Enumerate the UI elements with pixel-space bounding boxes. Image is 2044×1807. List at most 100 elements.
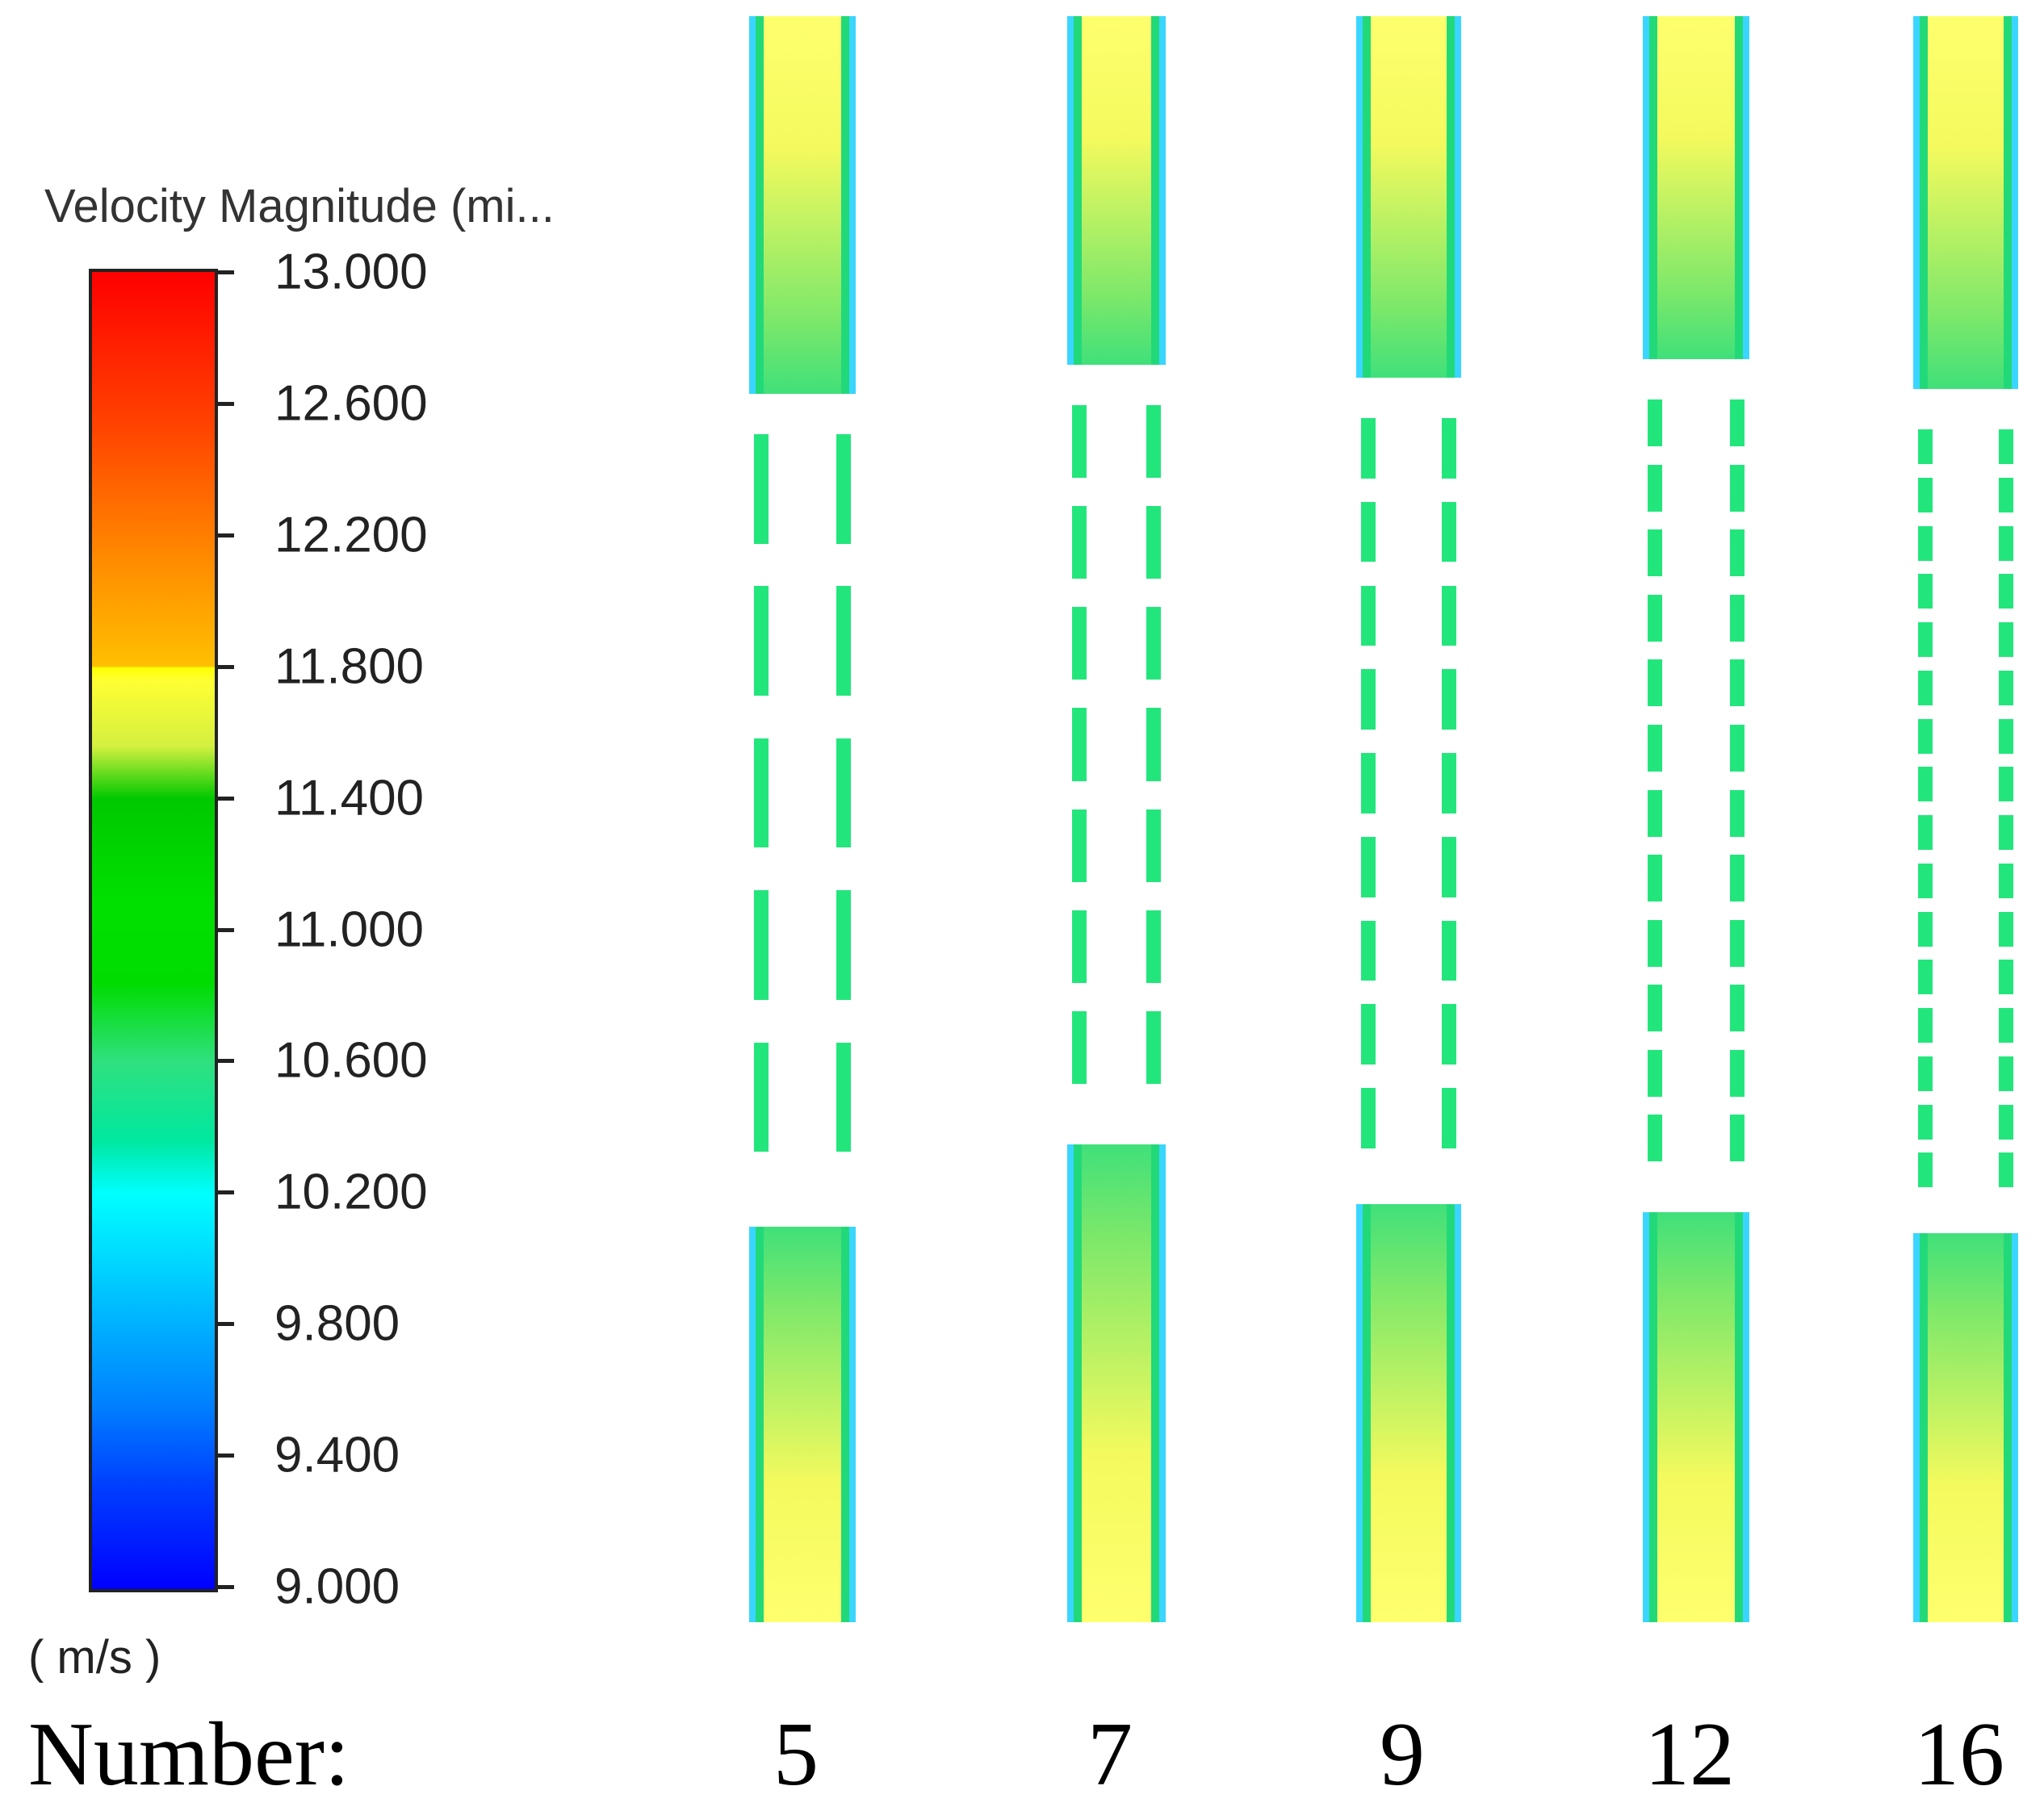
colorbar-tick-label: 12.600 — [274, 375, 428, 432]
slot-left — [1648, 1049, 1662, 1097]
slot-left — [1918, 863, 1933, 898]
slot-left — [1648, 529, 1662, 577]
slot-right — [1146, 607, 1161, 680]
slot-left — [1918, 525, 1933, 561]
slot-right — [1999, 622, 2013, 658]
slot-left — [1072, 910, 1087, 983]
channel-16 — [1913, 16, 2018, 1622]
colorbar-tick — [218, 1059, 234, 1064]
colorbar-tick-label: 9.400 — [274, 1427, 400, 1483]
slot-right — [1146, 506, 1161, 579]
slot-left — [1648, 1115, 1662, 1162]
slot-left — [1918, 670, 1933, 705]
slot-left — [1918, 815, 1933, 851]
slot-left — [1918, 574, 1933, 609]
slot-right — [1999, 525, 2013, 561]
slot-left — [754, 1042, 769, 1152]
count-label-16: 16 — [1914, 1705, 2004, 1805]
slot-right — [1146, 405, 1161, 479]
slot-right — [1146, 809, 1161, 882]
slot-left — [754, 738, 769, 848]
outlet-flow-region — [1356, 1204, 1461, 1622]
slot-right — [836, 738, 851, 848]
slot-right — [1999, 863, 2013, 898]
count-label-7: 7 — [1087, 1705, 1133, 1805]
slot-right — [1442, 1004, 1456, 1065]
slot-left — [1918, 1056, 1933, 1091]
slot-right — [1730, 789, 1745, 837]
slot-left — [1648, 399, 1662, 447]
slot-right — [1442, 585, 1456, 646]
slot-right — [1999, 815, 2013, 851]
slot-left — [1918, 622, 1933, 658]
colorbar-tick-label: 12.200 — [274, 507, 428, 563]
channel-5 — [749, 16, 856, 1622]
slot-left — [1072, 1010, 1087, 1084]
slot-right — [1730, 855, 1745, 902]
slot-right — [1999, 1104, 2013, 1140]
colorbar-tick — [218, 796, 234, 801]
slot-left — [1918, 767, 1933, 802]
slot-left — [1918, 1008, 1933, 1044]
channel-9 — [1356, 16, 1461, 1622]
slot-left — [1072, 405, 1087, 479]
colorbar-tick — [218, 1454, 234, 1458]
colorbar-tick-label: 11.400 — [274, 770, 425, 826]
slot-right — [1999, 718, 2013, 754]
colorbar-tick-label: 11.000 — [274, 901, 425, 957]
slot-right — [836, 890, 851, 1000]
slot-right — [1730, 985, 1745, 1032]
number-label: Number: — [28, 1705, 350, 1805]
inlet-flow-region — [1356, 16, 1461, 378]
slot-right — [1999, 1008, 2013, 1044]
slot-right — [1442, 669, 1456, 730]
slot-right — [1999, 429, 2013, 465]
slot-right — [1146, 910, 1161, 983]
slot-left — [1072, 809, 1087, 882]
inlet-flow-region — [749, 16, 856, 394]
slot-right — [1730, 659, 1745, 707]
slot-left — [1072, 607, 1087, 680]
colorbar-tick — [218, 1585, 234, 1589]
slot-right — [1146, 1010, 1161, 1084]
colorbar-tick — [218, 664, 234, 669]
slot-right — [1999, 1056, 2013, 1091]
slot-left — [754, 890, 769, 1000]
slot-left — [1918, 429, 1933, 465]
slot-left — [1648, 919, 1662, 967]
slot-left — [1918, 1152, 1933, 1188]
slot-left — [1648, 724, 1662, 772]
slot-right — [836, 434, 851, 544]
slot-right — [1730, 1115, 1745, 1162]
slot-left — [1072, 506, 1087, 579]
slot-left — [754, 434, 769, 544]
slot-right — [1730, 1049, 1745, 1097]
slot-right — [1146, 708, 1161, 781]
slot-right — [1730, 464, 1745, 512]
slot-right — [1442, 1088, 1456, 1148]
channel-7 — [1067, 16, 1166, 1622]
slot-left — [754, 586, 769, 696]
slot-left — [1648, 594, 1662, 642]
colorbar-tick — [218, 270, 234, 274]
slot-right — [1442, 920, 1456, 981]
colorbar — [89, 269, 218, 1592]
channel-12 — [1643, 16, 1749, 1622]
slot-left — [1918, 477, 1933, 512]
slot-right — [1999, 960, 2013, 995]
slot-right — [1730, 529, 1745, 577]
slot-left — [1648, 855, 1662, 902]
slot-left — [1918, 1104, 1933, 1140]
slot-left — [1361, 753, 1376, 814]
outlet-flow-region — [749, 1227, 856, 1622]
slot-right — [836, 1042, 851, 1152]
colorbar-tick-label: 10.200 — [274, 1164, 428, 1220]
slot-left — [1648, 659, 1662, 707]
slot-left — [1648, 985, 1662, 1032]
slot-right — [1999, 477, 2013, 512]
slot-right — [1999, 574, 2013, 609]
slot-right — [1730, 594, 1745, 642]
outlet-flow-region — [1067, 1144, 1166, 1622]
slot-left — [1361, 501, 1376, 563]
colorbar-tick-label: 10.600 — [274, 1032, 428, 1089]
